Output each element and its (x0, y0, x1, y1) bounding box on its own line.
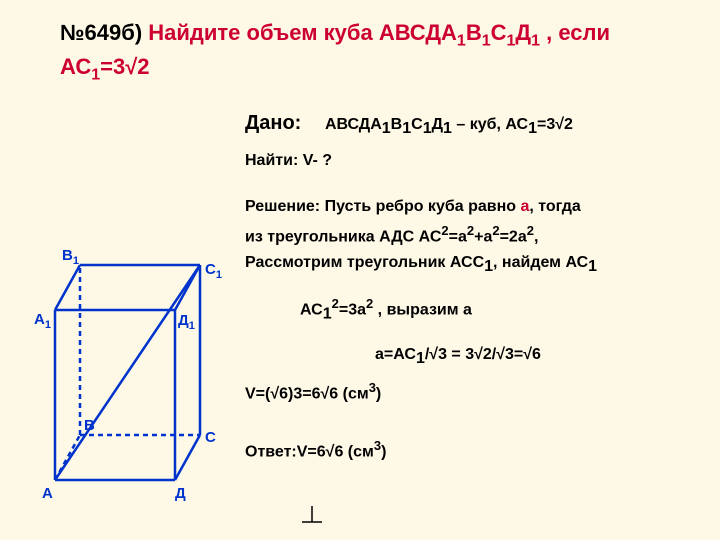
solution-line-4: АС12=3а2 , выразим а (300, 295, 705, 325)
problem-title: №649б) Найдите объем куба АВСДА1В1С1Д1 ,… (60, 18, 700, 86)
solution-line-1: Решение: Пусть ребро куба равно а, тогда (245, 196, 705, 218)
answer-line: Ответ:V=6√6 (см3) (245, 437, 705, 463)
perpendicular-icon (300, 504, 324, 532)
volume-line: V=(√6)3=6√6 (см3) (245, 379, 705, 405)
label-c1: С1 (205, 261, 222, 281)
given-value: АВСДА1В1С1Д1 – куб, АС1=3√2 (325, 116, 573, 133)
given-line: Дано: АВСДА1В1С1Д1 – куб, АС1=3√2 (245, 112, 705, 138)
label-c: С (205, 429, 216, 446)
edge-dc (175, 435, 200, 480)
diagonal-ac1 (55, 265, 200, 480)
label-b: В (84, 417, 95, 434)
label-a: А (42, 485, 53, 502)
edge-b1a1 (55, 265, 80, 310)
solution-line-5: а=АС1/√3 = 3√2/√3=√6 (375, 344, 705, 370)
label-a1: А1 (34, 311, 51, 331)
solution-line-2: из треугольника АДС АС2=а2+а2=2а2, (245, 222, 705, 248)
label-d1: Д1 (178, 312, 195, 332)
dano-label: Дано: (245, 112, 301, 134)
problem-body: Дано: АВСДА1В1С1Д1 – куб, АС1=3√2 Найти:… (245, 112, 705, 467)
find-line: Найти: V- ? (245, 152, 705, 170)
title-number: №649б) (60, 20, 148, 45)
solution-line-3: Рассмотрим треугольник АСС1, найдем АС1 (245, 252, 705, 278)
cube-diagram: А Д С В А1 Д1 С1 В1 (30, 250, 240, 520)
label-b1: В1 (62, 247, 79, 267)
label-d: Д (175, 485, 186, 502)
